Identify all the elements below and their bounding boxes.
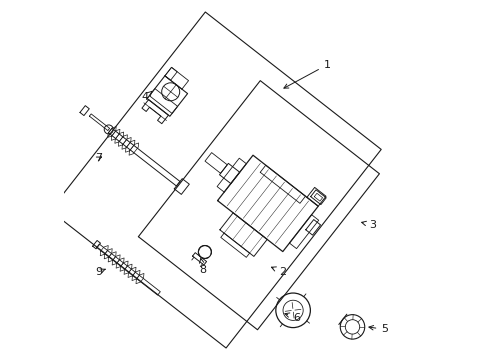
Text: 6: 6: [285, 312, 300, 323]
Text: 4: 4: [142, 91, 152, 102]
Text: 8: 8: [199, 258, 206, 275]
Text: 9: 9: [95, 267, 105, 277]
Text: 3: 3: [361, 220, 375, 230]
Text: 7: 7: [95, 153, 102, 163]
Text: 5: 5: [368, 324, 387, 334]
Text: 2: 2: [271, 267, 285, 277]
Text: 1: 1: [284, 60, 330, 88]
